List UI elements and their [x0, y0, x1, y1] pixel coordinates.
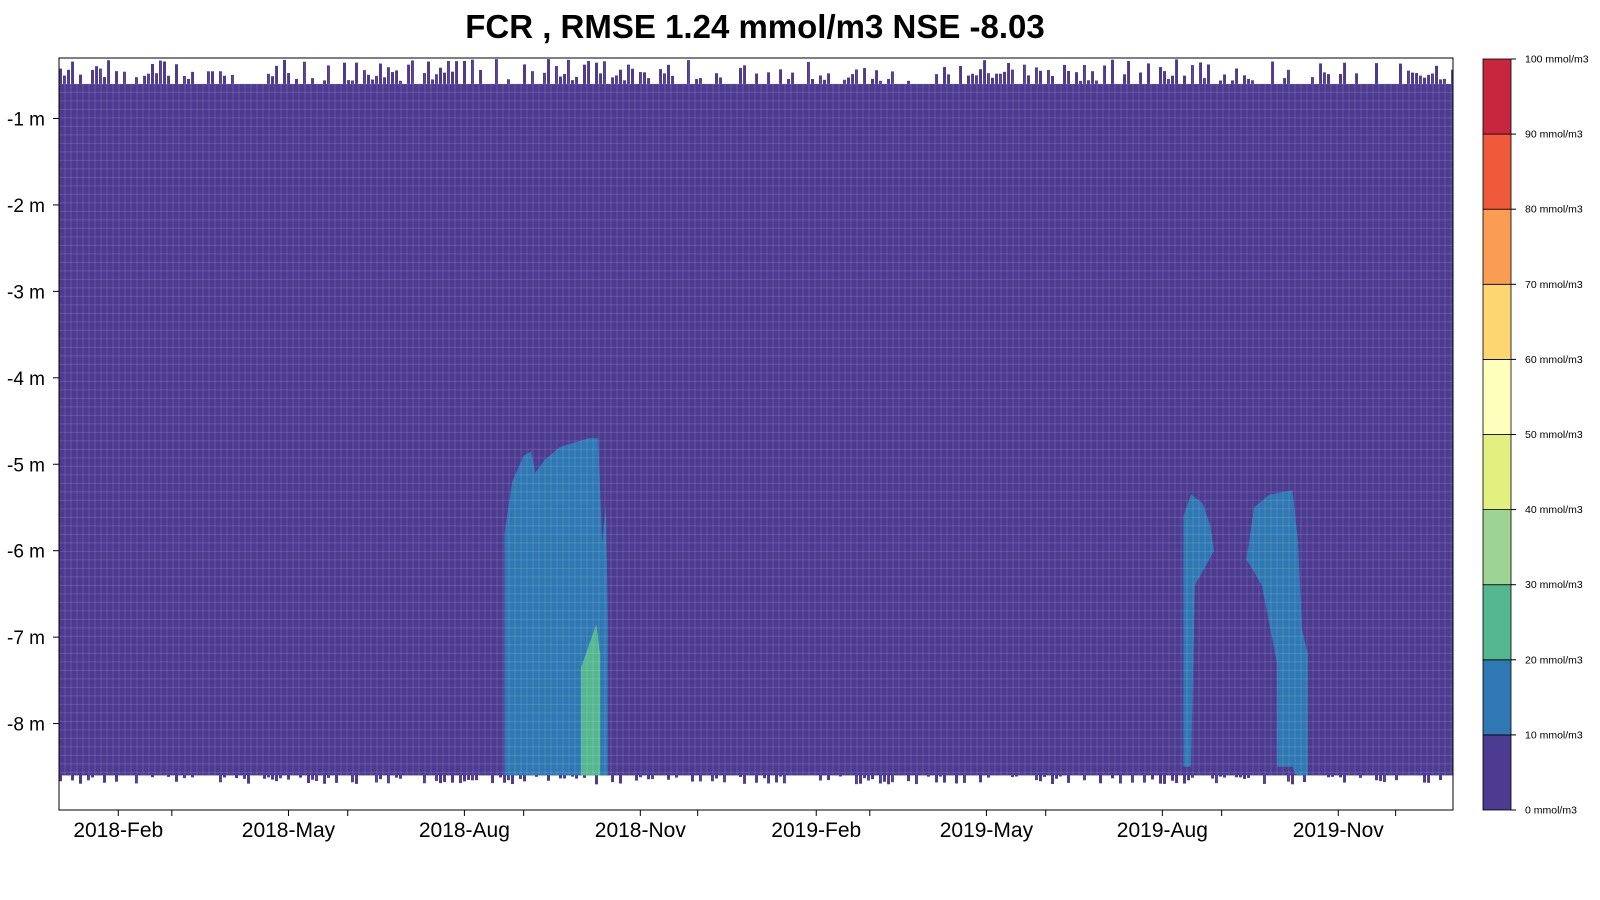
colorbar-label: 50 mmol/m3	[1525, 429, 1583, 441]
colorbar-swatch-70-80	[1482, 208, 1512, 285]
colorbar-label: 30 mmol/m3	[1525, 579, 1583, 591]
plot-frame	[58, 57, 1454, 811]
colorbar-label: 80 mmol/m3	[1525, 204, 1583, 216]
y-tick-label: -7 m	[7, 628, 45, 649]
y-tick-label: -3 m	[7, 282, 45, 303]
colorbar-label: 70 mmol/m3	[1525, 279, 1583, 291]
y-tick-label: -8 m	[7, 715, 45, 736]
x-tick-label: 2019-Feb	[771, 819, 861, 842]
heatmap-plot: -1 m -2 m -3 m -4 m -5 m -6 m -7 m -8 m 2018-Feb…	[7, 57, 1454, 842]
colorbar-label: 20 mmol/m3	[1525, 654, 1583, 666]
x-tick-label: 2018-Aug	[419, 819, 510, 842]
colorbar-label: 40 mmol/m3	[1525, 504, 1583, 516]
colorbar-swatch-90-100	[1482, 58, 1512, 135]
x-tick-label: 2019-Aug	[1117, 819, 1208, 842]
water-column-fill	[59, 83, 1453, 776]
y-tick-label: -5 m	[7, 455, 45, 476]
colorbar-swatch-20-30	[1482, 584, 1512, 661]
x-tick-label: 2018-Feb	[73, 819, 163, 842]
colorbar-swatch-50-60	[1482, 358, 1512, 435]
chart-title: FCR , RMSE 1.24 mmol/m3 NSE -8.03	[465, 8, 1045, 45]
bottom-edge	[59, 774, 1442, 785]
x-tick-label: 2019-Nov	[1293, 819, 1385, 842]
concentration-region-4	[1246, 490, 1308, 776]
colorbar-swatch-10-20	[1482, 659, 1512, 736]
colorbar-swatch-40-50	[1482, 434, 1512, 510]
y-tick-label: -1 m	[7, 110, 45, 131]
y-tick-label: -2 m	[7, 196, 45, 217]
y-tick-label: -6 m	[7, 542, 45, 563]
y-tick-label: -4 m	[7, 369, 45, 390]
colorbar-label: 0 mmol/m3	[1525, 805, 1577, 817]
grid-texture	[59, 58, 1453, 810]
x-tick-label: 2018-Nov	[595, 819, 687, 842]
colorbar-swatch-0-10	[1482, 734, 1512, 811]
concentration-region-2	[581, 624, 601, 776]
colorbar-label: 60 mmol/m3	[1525, 354, 1583, 366]
colorbar-label: 90 mmol/m3	[1525, 129, 1583, 141]
concentration-region-3	[1183, 494, 1214, 767]
x-tick-label: 2019-May	[940, 819, 1034, 842]
colorbar-swatch-80-90	[1482, 133, 1512, 210]
colorbar-label-top: 100 mmol/m3	[1525, 54, 1589, 66]
surface-edge	[59, 59, 1453, 85]
colorbar-swatch-30-40	[1482, 509, 1512, 586]
colorbar-swatch-60-70	[1482, 283, 1512, 360]
x-tick-label: 2018-May	[242, 819, 336, 842]
colorbar-label: 10 mmol/m3	[1525, 729, 1583, 741]
